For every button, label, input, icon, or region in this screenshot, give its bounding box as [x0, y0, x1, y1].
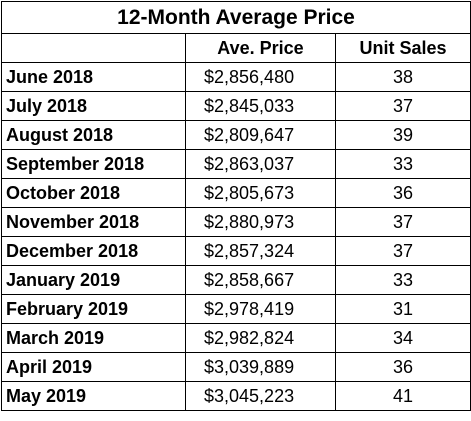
unit-sales-cell: 36	[335, 352, 471, 382]
ave-price-cell: $2,863,037	[185, 149, 336, 179]
unit-sales-cell: 31	[335, 294, 471, 324]
ave-price-cell: $2,845,033	[185, 91, 336, 121]
ave-price-cell: $2,809,647	[185, 120, 336, 150]
month-column-header	[1, 33, 186, 63]
average-price-table: 12-Month Average Price Ave. Price Unit S…	[1, 1, 471, 411]
month-cell: September 2018	[1, 149, 186, 179]
ave-price-column-header: Ave. Price	[185, 33, 336, 63]
header-row: Ave. Price Unit Sales	[1, 33, 471, 63]
unit-sales-cell: 37	[335, 207, 471, 237]
unit-sales-cell: 41	[335, 381, 471, 411]
month-cell: December 2018	[1, 236, 186, 266]
ave-price-cell: $3,039,889	[185, 352, 336, 382]
unit-sales-cell: 39	[335, 120, 471, 150]
month-cell: July 2018	[1, 91, 186, 121]
table-body: June 2018 $2,856,480 38 July 2018 $2,845,033…	[1, 62, 471, 411]
ave-price-cell: $2,978,419	[185, 294, 336, 324]
month-cell: January 2019	[1, 265, 186, 295]
ave-price-cell: $2,856,480	[185, 62, 336, 92]
table-row: June 2018 $2,856,480 38	[1, 62, 471, 92]
unit-sales-cell: 36	[335, 178, 471, 208]
unit-sales-cell: 34	[335, 323, 471, 353]
month-cell: February 2019	[1, 294, 186, 324]
month-cell: April 2019	[1, 352, 186, 382]
table-row: May 2019 $3,045,223 41	[1, 381, 471, 411]
table-row: September 2018 $2,863,037 33	[1, 149, 471, 179]
table-row: March 2019 $2,982,824 34	[1, 323, 471, 353]
ave-price-cell: $3,045,223	[185, 381, 336, 411]
unit-sales-cell: 38	[335, 62, 471, 92]
table-row: December 2018 $2,857,324 37	[1, 236, 471, 266]
title-row: 12-Month Average Price	[1, 1, 471, 34]
table-row: November 2018 $2,880,973 37	[1, 207, 471, 237]
table-title: 12-Month Average Price	[1, 1, 471, 34]
unit-sales-column-header: Unit Sales	[335, 33, 471, 63]
ave-price-cell: $2,982,824	[185, 323, 336, 353]
month-cell: August 2018	[1, 120, 186, 150]
ave-price-cell: $2,805,673	[185, 178, 336, 208]
month-cell: March 2019	[1, 323, 186, 353]
ave-price-cell: $2,857,324	[185, 236, 336, 266]
month-cell: October 2018	[1, 178, 186, 208]
month-cell: November 2018	[1, 207, 186, 237]
table-row: October 2018 $2,805,673 36	[1, 178, 471, 208]
unit-sales-cell: 33	[335, 265, 471, 295]
unit-sales-cell: 37	[335, 91, 471, 121]
table-row: July 2018 $2,845,033 37	[1, 91, 471, 121]
month-cell: June 2018	[1, 62, 186, 92]
unit-sales-cell: 37	[335, 236, 471, 266]
unit-sales-cell: 33	[335, 149, 471, 179]
table-row: August 2018 $2,809,647 39	[1, 120, 471, 150]
table-row: April 2019 $3,039,889 36	[1, 352, 471, 382]
ave-price-cell: $2,858,667	[185, 265, 336, 295]
ave-price-cell: $2,880,973	[185, 207, 336, 237]
table-row: February 2019 $2,978,419 31	[1, 294, 471, 324]
table-row: January 2019 $2,858,667 33	[1, 265, 471, 295]
month-cell: May 2019	[1, 381, 186, 411]
